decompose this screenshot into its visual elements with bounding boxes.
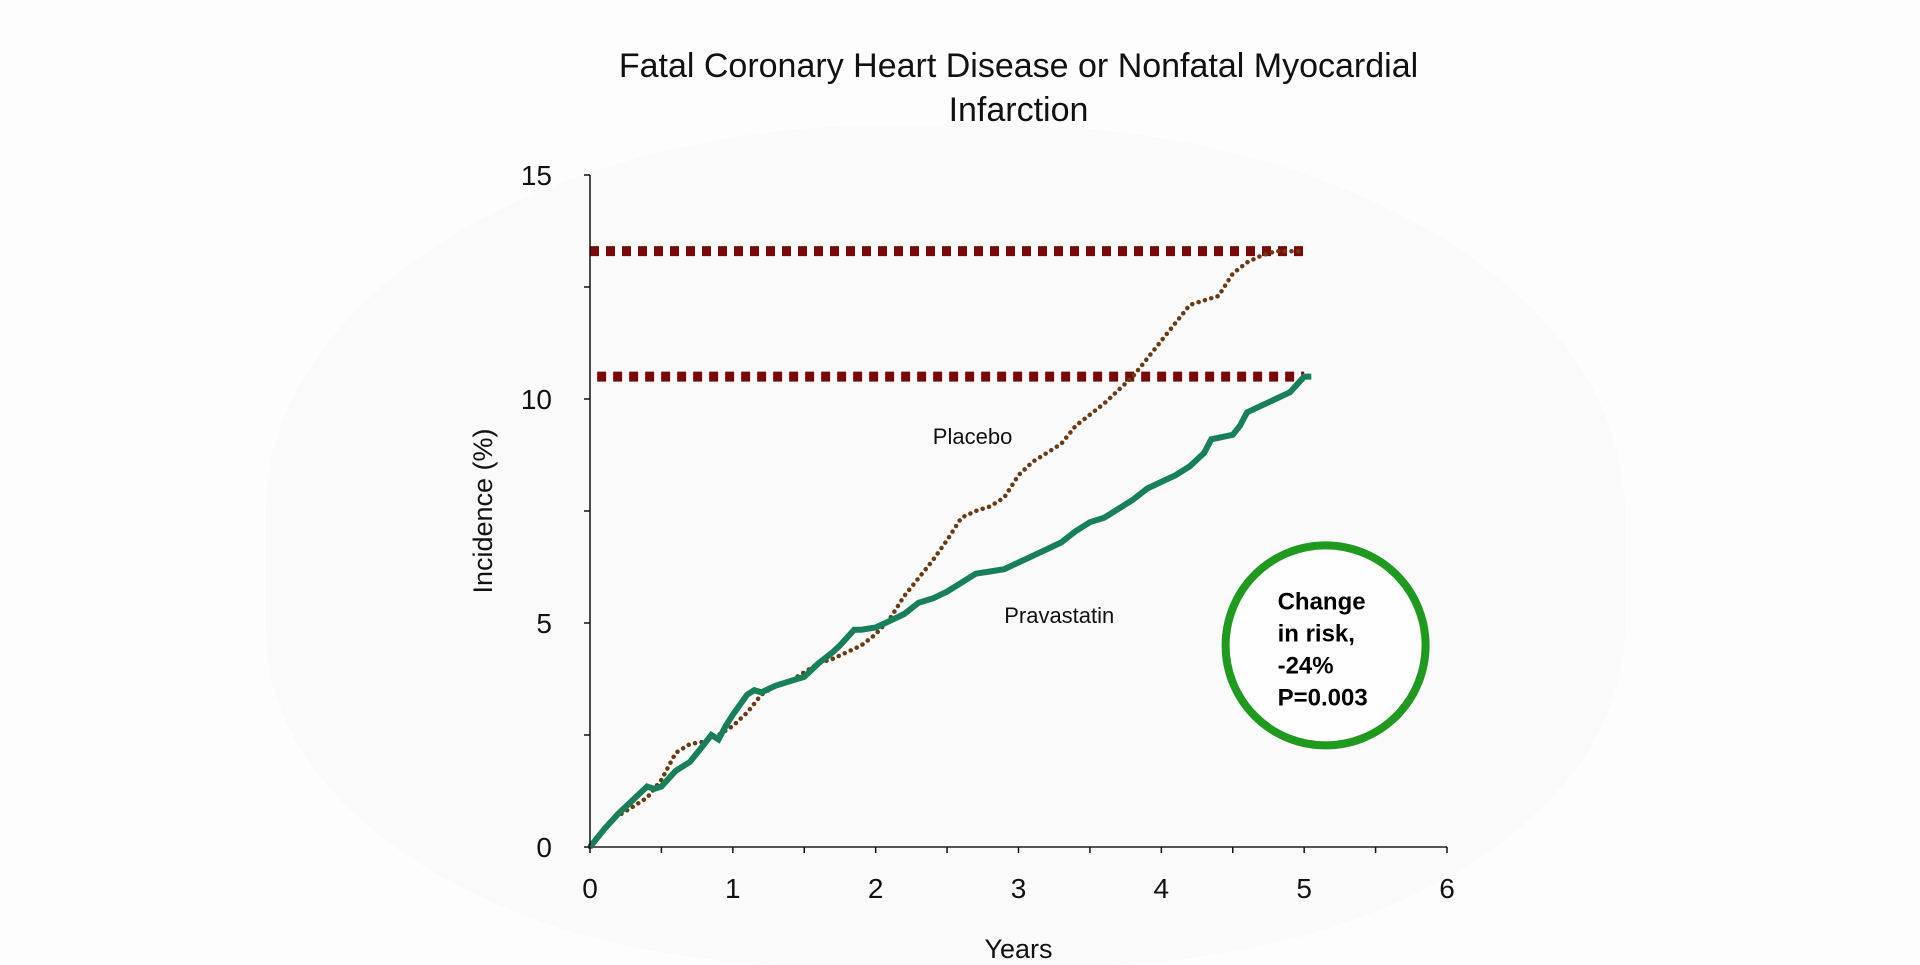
series-label-pravastatin: Pravastatin: [1004, 603, 1114, 628]
series-line-pravastatin: [587, 373, 1312, 849]
axes: 0 5 10 15 0 1 2 3 4 5 6: [521, 160, 1455, 904]
chart-title: Fatal Coronary Heart Disease or Nonfatal…: [0, 44, 1920, 132]
x-tick-label: 2: [868, 873, 884, 904]
y-axis-title: Incidence (%): [468, 428, 498, 593]
x-tick-label: 6: [1439, 873, 1455, 904]
background-shape: [265, 125, 1625, 965]
x-tick-label: 4: [1154, 873, 1170, 904]
x-tick-label: 3: [1011, 873, 1027, 904]
x-axis-title: Years: [984, 934, 1052, 960]
callout-line-4: P=0.003: [1278, 684, 1368, 711]
chart-title-line-2: Infarction: [948, 91, 1089, 129]
series-label-placebo: Placebo: [933, 424, 1013, 449]
y-tick-label: 5: [536, 608, 552, 639]
x-tick-label: 5: [1296, 873, 1312, 904]
risk-change-callout: Change in risk, -24% P=0.003: [1221, 541, 1430, 750]
y-tick-label: 10: [521, 384, 552, 415]
chart-title-line-1: Fatal Coronary Heart Disease or Nonfatal…: [618, 47, 1419, 85]
series-group: [587, 248, 1312, 850]
callout-line-1: Change: [1278, 588, 1366, 615]
x-tick-label: 0: [582, 873, 598, 904]
x-tick-label: 1: [725, 873, 741, 904]
callout-line-2: in risk,: [1278, 620, 1355, 647]
callout-circle: [1221, 541, 1430, 750]
y-tick-label: 15: [521, 160, 552, 191]
y-tick-label: 0: [536, 832, 552, 863]
callout-line-3: -24%: [1278, 652, 1334, 679]
reference-lines: [590, 246, 1305, 382]
